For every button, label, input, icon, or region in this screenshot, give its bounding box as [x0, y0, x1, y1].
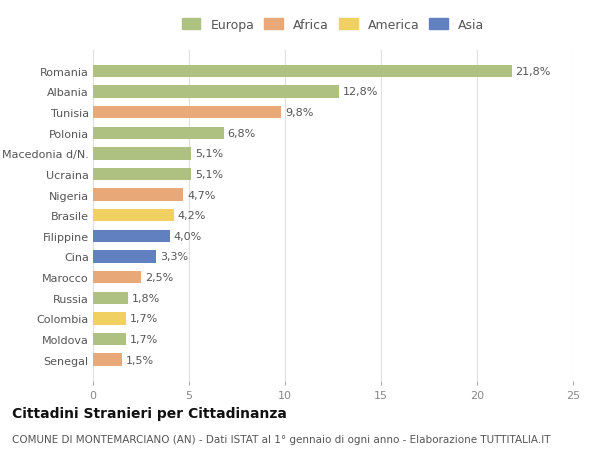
Text: 1,7%: 1,7%: [130, 313, 158, 324]
Text: 9,8%: 9,8%: [285, 108, 313, 118]
Bar: [93, 353, 122, 366]
Text: 4,0%: 4,0%: [173, 231, 202, 241]
Text: 5,1%: 5,1%: [195, 169, 223, 179]
Bar: [93, 66, 512, 78]
Bar: [93, 333, 125, 345]
Bar: [93, 313, 125, 325]
Text: COMUNE DI MONTEMARCIANO (AN) - Dati ISTAT al 1° gennaio di ogni anno - Elaborazi: COMUNE DI MONTEMARCIANO (AN) - Dati ISTA…: [12, 434, 551, 444]
Bar: [93, 292, 128, 304]
Text: Cittadini Stranieri per Cittadinanza: Cittadini Stranieri per Cittadinanza: [12, 406, 287, 420]
Text: 3,3%: 3,3%: [160, 252, 188, 262]
Bar: [93, 168, 191, 181]
Bar: [93, 189, 183, 202]
Bar: [93, 251, 157, 263]
Text: 6,8%: 6,8%: [227, 129, 256, 139]
Text: 4,2%: 4,2%: [178, 211, 206, 221]
Text: 1,5%: 1,5%: [125, 355, 154, 365]
Text: 4,7%: 4,7%: [187, 190, 215, 200]
Bar: [93, 230, 170, 242]
Bar: [93, 210, 173, 222]
Bar: [93, 148, 191, 160]
Bar: [93, 271, 141, 284]
Bar: [93, 127, 224, 140]
Text: 12,8%: 12,8%: [343, 87, 378, 97]
Bar: [93, 106, 281, 119]
Bar: [93, 86, 339, 98]
Text: 1,8%: 1,8%: [131, 293, 160, 303]
Text: 5,1%: 5,1%: [195, 149, 223, 159]
Legend: Europa, Africa, America, Asia: Europa, Africa, America, Asia: [182, 19, 484, 32]
Text: 2,5%: 2,5%: [145, 273, 173, 282]
Text: 21,8%: 21,8%: [515, 67, 551, 77]
Text: 1,7%: 1,7%: [130, 334, 158, 344]
